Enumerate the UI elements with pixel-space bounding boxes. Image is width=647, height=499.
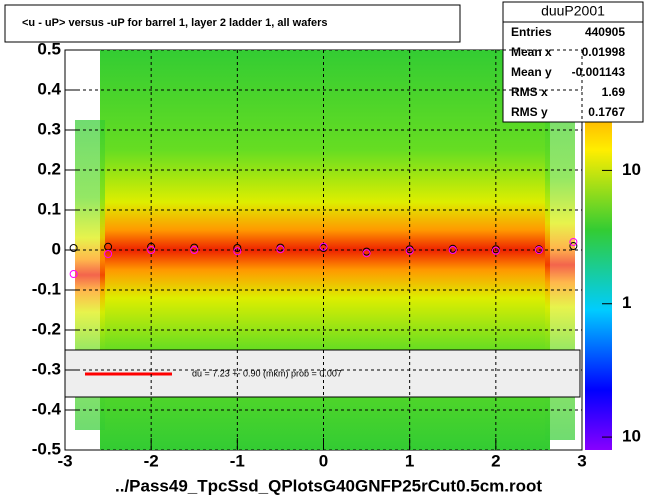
stats-value: 440905 (585, 25, 625, 39)
y-tick-label: -0.4 (32, 399, 62, 418)
y-tick-label: -0.3 (32, 359, 61, 378)
y-tick-label: 0 (52, 239, 61, 258)
profile-point (69, 270, 78, 278)
profile-point (405, 246, 414, 255)
profile-point (534, 246, 543, 254)
stats-value: 0.1767 (588, 105, 625, 119)
profile-point (147, 246, 156, 254)
title-box (4, 4, 461, 43)
y-tick-label: 0.1 (37, 199, 61, 218)
y-tick-label: 0.4 (37, 79, 61, 98)
stats-label: Mean y (511, 65, 552, 79)
y-tick-label: 0.2 (37, 159, 61, 178)
x-tick-label: -2 (144, 451, 159, 470)
stats-label: Entries (511, 25, 552, 39)
stats-title: duuP2001 (541, 3, 605, 19)
x-axis-label: ../Pass49_TpcSsd_QPlotsG40GNFP25rCut0.5c… (115, 476, 542, 495)
stats-value: -0.001143 (572, 65, 626, 79)
fit-legend-text: du = 7.23 +- 0.90 (mkm) prob = 0.007 (192, 368, 342, 378)
profile-point (491, 246, 500, 255)
stats-label: RMS x (511, 85, 548, 99)
x-tick-label: 0 (319, 451, 328, 470)
x-tick-label: 1 (405, 451, 414, 470)
y-tick-label: -0.2 (32, 319, 61, 338)
profile-point (276, 245, 285, 254)
x-tick-label: 3 (577, 451, 586, 470)
profile-point (190, 243, 199, 252)
z-tick-label: 1 (622, 293, 631, 312)
profile-point (69, 244, 78, 252)
y-tick-label: 0.5 (37, 39, 61, 58)
profile-point (147, 242, 156, 251)
profile-point (448, 246, 457, 254)
stats-label: Mean x (511, 45, 552, 59)
profile-point (319, 242, 328, 251)
profile-point (104, 250, 113, 258)
x-tick-label: 2 (491, 451, 500, 470)
profile-point (362, 249, 371, 258)
profile-point (190, 246, 199, 254)
y-tick-label: 0.3 (37, 119, 61, 138)
chart-title: <u - uP> versus -uP for barrel 1, layer … (22, 17, 328, 29)
x-tick-label: -3 (57, 451, 72, 470)
stats-label: RMS y (511, 105, 548, 119)
stats-box (502, 1, 644, 123)
profile-point (569, 242, 578, 250)
z-tick-label: 10 (622, 160, 641, 179)
x-tick-label: -1 (230, 451, 245, 470)
profile-point (233, 247, 242, 256)
profile-point (233, 244, 242, 252)
stats-value: 0.01998 (582, 45, 626, 59)
y-tick-label: -0.1 (32, 279, 61, 298)
y-tick-label: -0.5 (32, 439, 61, 458)
stats-value: 1.69 (602, 85, 626, 99)
profile-point (569, 238, 578, 246)
z-tick-label: 10 (622, 427, 641, 446)
